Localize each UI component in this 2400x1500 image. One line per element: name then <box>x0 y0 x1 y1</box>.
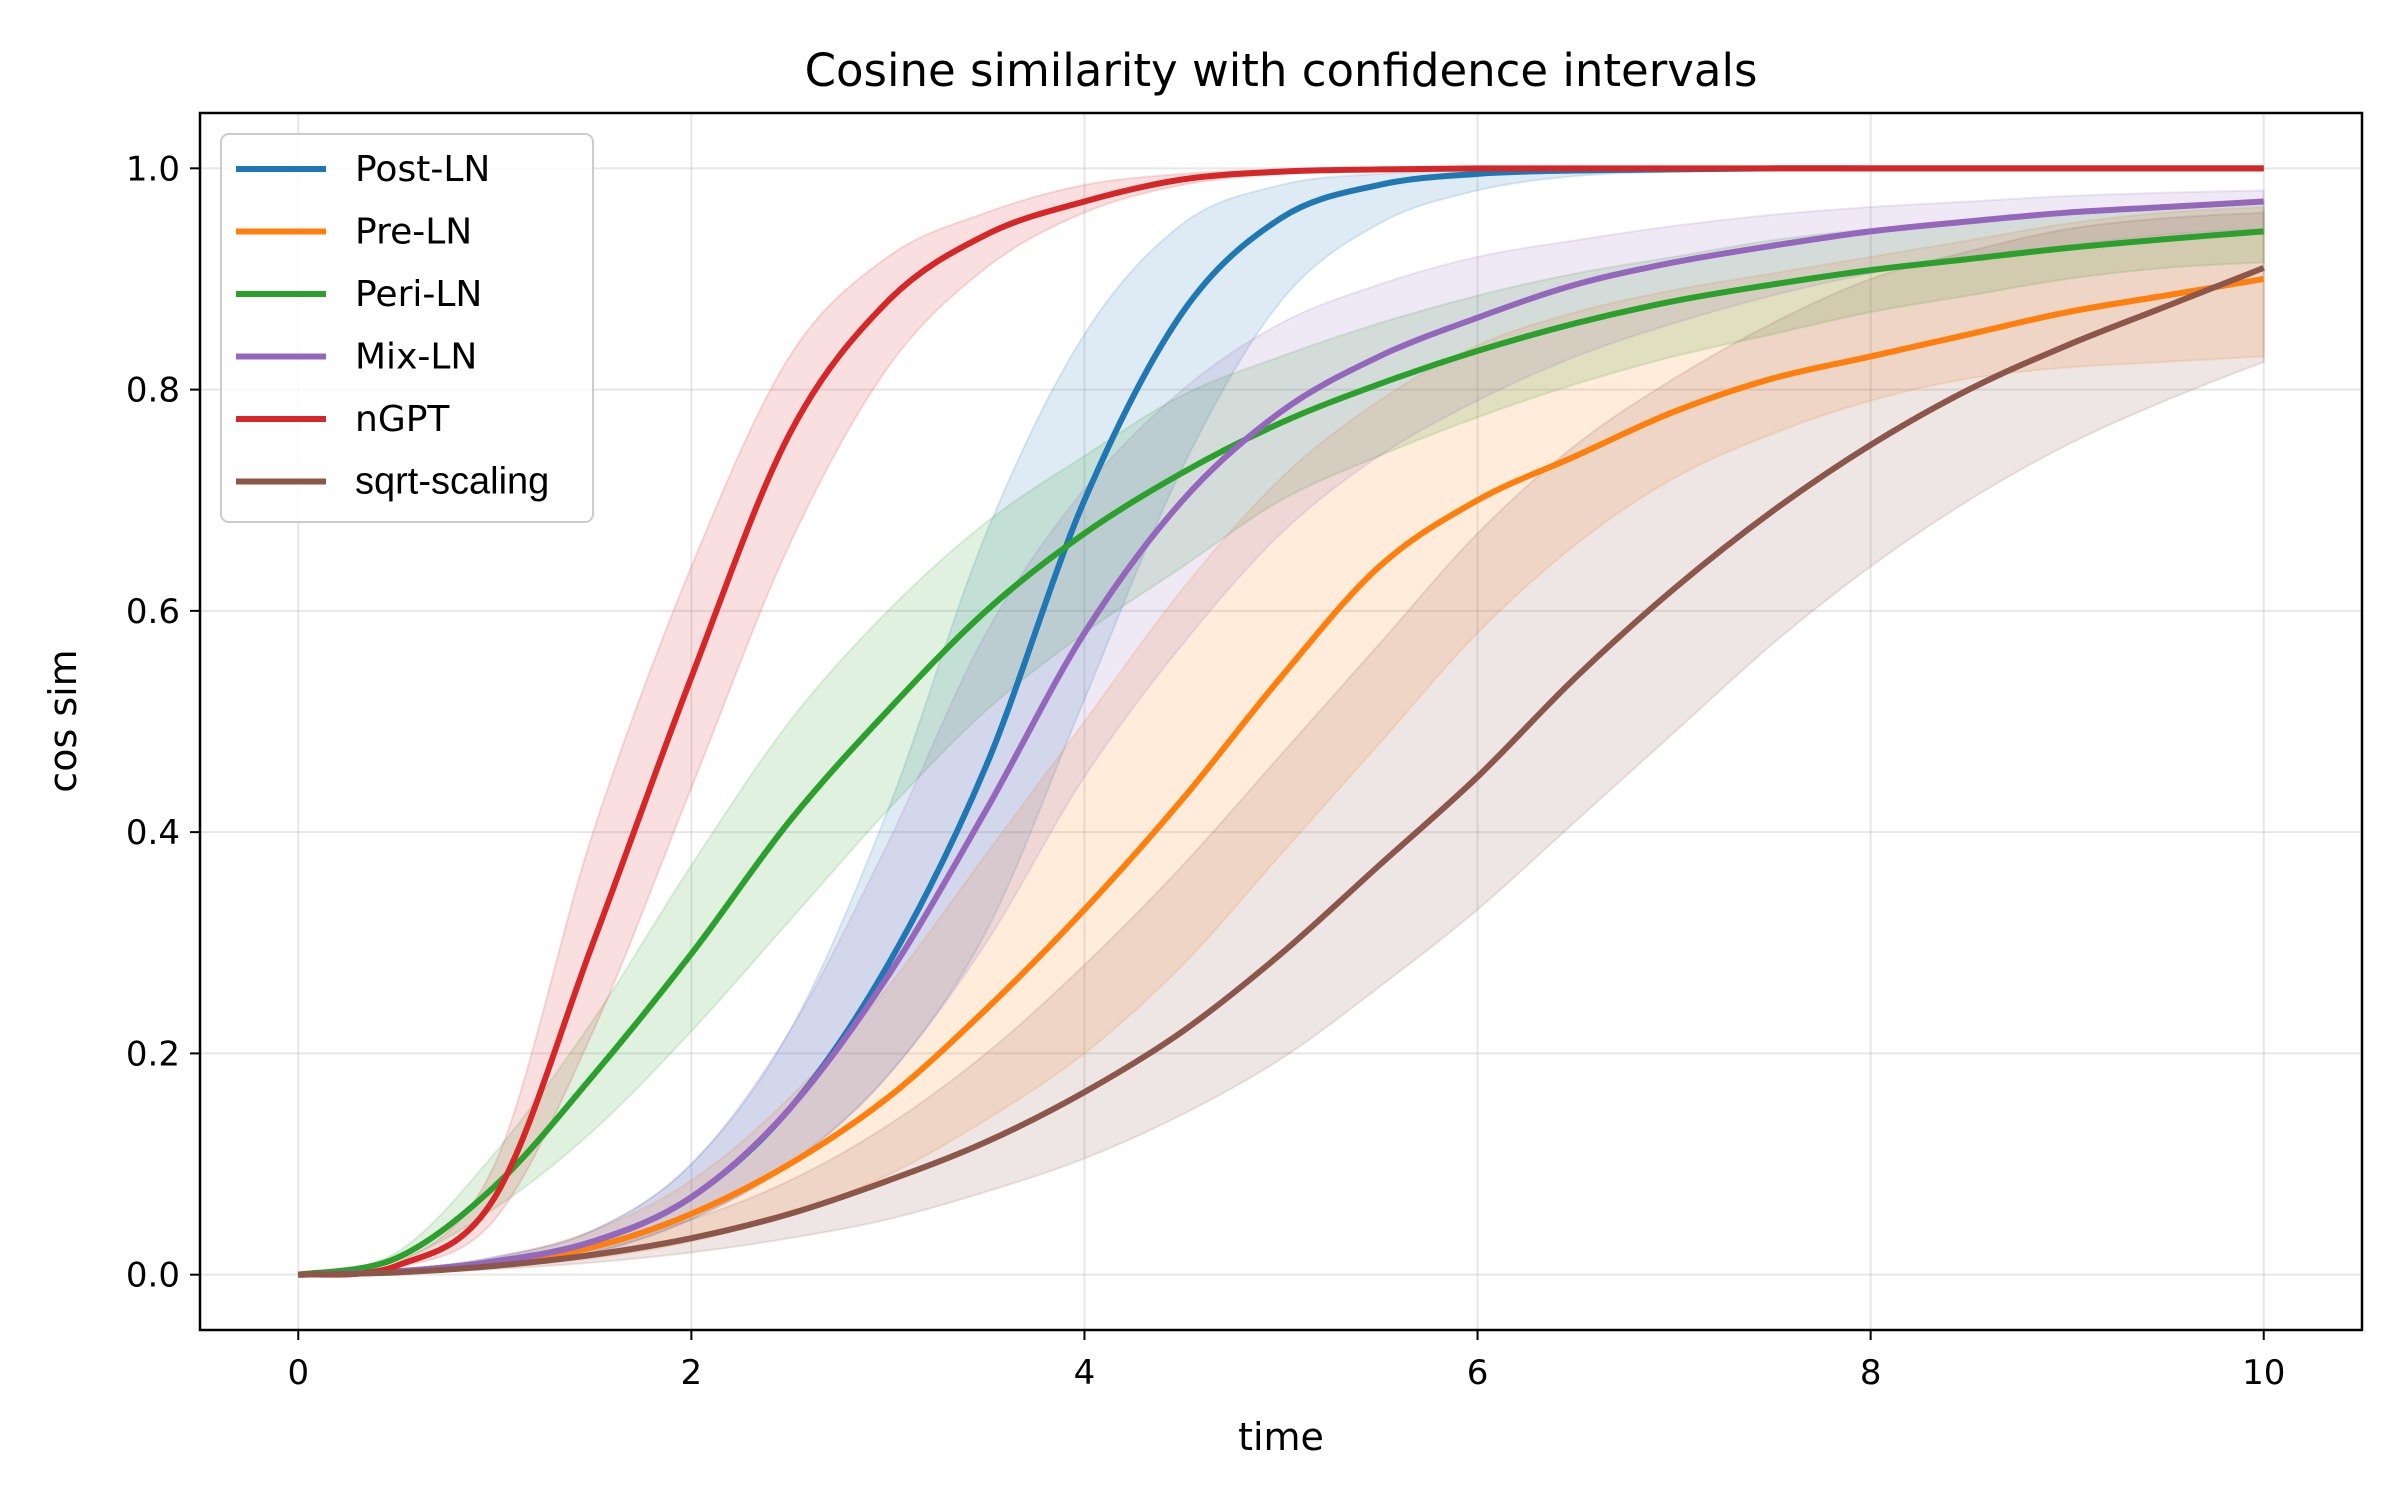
legend-item-sqrt-scaling: sqrt-scaling <box>236 461 549 503</box>
band-sqrt-scaling <box>298 211 2265 1276</box>
legend-item-pre-ln: Pre-LN <box>236 212 472 253</box>
line-pre-ln <box>298 275 2265 1278</box>
band-mix-ln <box>298 189 2265 1276</box>
confidence-bands <box>298 167 2265 1277</box>
y-tick-label: 1.0 <box>126 149 180 189</box>
y-tick-label: 0.2 <box>126 1034 180 1074</box>
legend-label: Post-LN <box>355 149 490 190</box>
x-tick-label: 2 <box>681 1353 703 1393</box>
y-axis-label: cos sim <box>41 649 85 792</box>
legend-item-post-ln: Post-LN <box>236 149 490 190</box>
legend: Post-LN Pre-LN Peri-LN Mix-LN nGPT sqrt-scali… <box>220 133 594 523</box>
y-axis-ticks: 0.0 0.2 0.4 0.6 0.8 1.0 <box>126 149 200 1296</box>
legend-label: Mix-LN <box>355 337 477 378</box>
y-tick-label: 0.6 <box>126 592 180 632</box>
legend-label: Peri-LN <box>355 274 482 315</box>
x-tick-label: 10 <box>2242 1353 2285 1393</box>
legend-item-ngpt: nGPT <box>236 399 450 440</box>
band-pre-ln <box>298 205 2265 1276</box>
legend-item-mix-ln: Mix-LN <box>236 337 477 378</box>
plot-frame <box>198 111 2364 1332</box>
x-tick-label: 8 <box>1860 1353 1882 1393</box>
y-tick-label: 0.4 <box>126 813 180 853</box>
legend-label: Pre-LN <box>355 212 472 253</box>
line-peri-ln <box>297 228 2264 1278</box>
x-tick-label: 4 <box>1074 1353 1096 1393</box>
line-ngpt <box>298 165 2264 1278</box>
y-tick-label: 0.8 <box>126 371 180 411</box>
x-axis-ticks: 0 2 4 6 8 10 <box>287 1330 2285 1393</box>
x-axis-label: time <box>1238 1415 1324 1459</box>
line-sqrt-scaling <box>298 265 2265 1278</box>
line-mix-ln <box>298 198 2264 1278</box>
chart-title: Cosine similarity with confidence interv… <box>805 44 1758 97</box>
x-tick-label: 6 <box>1467 1353 1489 1393</box>
y-tick-label: 0.0 <box>126 1256 180 1296</box>
legend-label: nGPT <box>355 399 450 440</box>
series-lines <box>297 165 2265 1278</box>
grid <box>200 113 2362 1330</box>
x-tick-label: 0 <box>287 1353 309 1393</box>
legend-item-peri-ln: Peri-LN <box>236 274 482 315</box>
legend-label: sqrt-scaling <box>355 461 549 503</box>
